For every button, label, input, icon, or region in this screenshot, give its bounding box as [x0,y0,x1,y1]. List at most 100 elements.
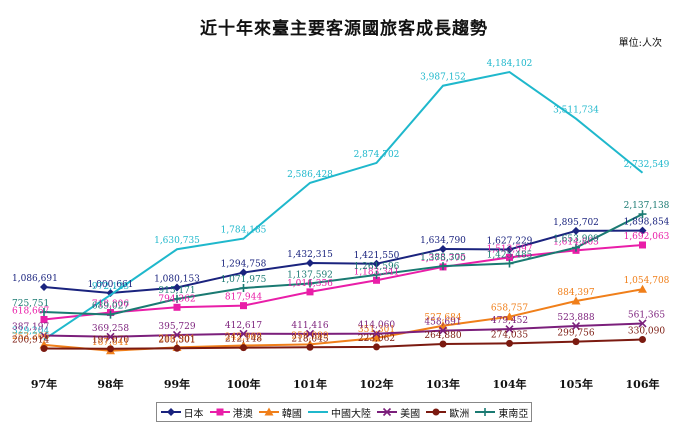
series-0-point-2 [173,283,181,292]
series-3-value-label-8: 3,511,734 [553,106,599,116]
series-0-value-label-1: 1,000,661 [88,280,134,290]
series-2-point-7 [505,312,514,321]
series-1-point-2 [173,303,181,311]
series-2-value-label-3: 242,902 [225,333,262,343]
series-6-point-4 [306,279,314,288]
legend-item-2: 韓國 [258,405,302,420]
series-6-value-label-9: 2,137,138 [624,201,670,211]
legend-item-4: 美國 [376,405,420,420]
series-0-point-4 [306,259,314,268]
x-tick-label-6: 103年 [426,377,460,391]
series-6-point-3 [239,284,248,293]
series-3-value-label-7: 4,184,102 [487,59,533,69]
chart-legend: 日本 港澳 韓國 中國大陸 美國 歐洲 東南亞 [156,402,532,422]
series-4-value-label-7: 479,452 [491,316,528,326]
series-4-value-label-3: 412,617 [225,321,262,331]
x-tick-label-0: 97年 [31,377,57,391]
legend-label-5: 歐洲 [449,408,470,420]
legend-marker-2 [264,407,274,416]
series-4-point-4 [305,329,315,338]
legend-swatch-1 [209,408,230,416]
series-4-point-9 [638,319,647,328]
x-tick-label-7: 104年 [493,377,527,391]
legend-swatch-3 [307,411,328,413]
legend-label-3: 中國大陸 [330,408,371,420]
series-4-point-1 [106,332,115,341]
series-4-point-3 [239,329,248,338]
series-5-point-2 [173,344,181,352]
legend-item-3: 中國大陸 [307,405,371,420]
legend-marker-1 [216,408,224,416]
series-2-point-5 [372,333,381,342]
series-6-value-label-1: 689,027 [92,302,129,312]
series-4-value-label-5: 414,060 [358,321,395,331]
series-1-value-label-1: 718,806 [92,300,129,310]
series-6-value-label-8: 1,653,909 [553,235,599,245]
series-0-line [43,229,643,294]
series-1-value-label-9: 1,692,063 [624,232,670,242]
series-0-point-5 [372,259,381,268]
x-tick-label-2: 99年 [164,377,190,391]
series-2-value-label-0: 252,266 [12,332,49,342]
x-tick-label-9: 106年 [626,377,660,391]
legend-swatch-6 [475,408,496,416]
series-1-point-3 [240,302,247,310]
series-3-value-label-5: 2,874,702 [354,150,400,160]
series-0-point-6 [439,244,447,253]
series-1-point-5 [373,276,380,284]
series-2-value-label-1: 167,641 [92,338,129,348]
series-2-value-label-8: 884,397 [557,288,594,298]
legend-marker-0 [166,408,175,416]
series-5-value-label-6: 264,880 [424,331,461,341]
series-5-value-label-7: 274,035 [491,330,528,340]
series-6-point-0 [40,308,48,317]
series-4-point-8 [571,321,581,331]
legend-marker-4 [383,407,392,417]
series-4-value-label-2: 395,729 [158,322,195,332]
series-3-value-label-1: 972,123 [92,282,129,292]
series-6-point-1 [106,310,115,319]
series-1-value-label-6: 1,375,770 [420,254,466,264]
series-0-point-0 [40,282,48,291]
series-4-point-6 [438,326,448,335]
series-6-value-label-0: 725,751 [12,299,49,309]
series-4-value-label-6: 458,691 [424,318,461,328]
series-2-value-label-6: 527,684 [424,313,461,323]
series-0-point-1 [106,288,115,297]
series-1-value-label-4: 1,016,356 [287,279,333,289]
series-5-point-7 [506,339,513,347]
series-5-value-label-5: 223,062 [358,334,395,344]
series-5-value-label-1: 197,070 [92,336,129,346]
series-0-value-label-0: 1,086,691 [12,274,58,284]
series-3-value-label-6: 3,987,152 [420,73,466,83]
x-tick-label-3: 100年 [227,377,261,391]
chart-title: 近十年來臺主要客源國旅客成長趨勢 [200,19,488,39]
series-6-line [43,213,643,316]
series-3-value-label-3: 1,784,185 [221,226,267,236]
legend-item-0: 日本 [160,405,204,420]
series-3-value-label-4: 2,586,428 [287,170,333,180]
series-5-point-0 [40,344,48,352]
series-5-value-label-9: 330,090 [628,327,665,337]
series-5-point-4 [306,343,314,351]
series-6-point-5 [372,270,381,279]
series-5-point-8 [572,338,580,346]
series-1-point-0 [40,315,48,323]
line-chart: 1,086,691 1,000,661 1,080,153 1,294,758 1,43… [12,59,670,391]
series-2-value-label-2: 216,901 [158,334,195,344]
legend-label-4: 美國 [400,408,421,420]
series-6-value-label-6: 1,388,305 [420,253,466,263]
series-6-value-label-5: 1,261,596 [354,262,400,272]
series-5-point-5 [373,343,380,351]
legend-item-6: 東南亞 [474,405,528,420]
series-5-value-label-0: 200,914 [12,335,49,345]
series-2-value-label-4: 259,089 [291,331,328,341]
legend-item-5: 歐洲 [425,405,469,420]
series-3-line [43,70,644,341]
series-0-value-label-7: 1,627,229 [487,236,533,246]
series-1-value-label-2: 794,362 [158,294,195,304]
series-4-value-label-1: 369,258 [92,324,129,334]
series-1-value-label-7: 1,513,597 [487,244,533,254]
legend-item-1: 港澳 [209,405,253,420]
series-0-value-label-9: 1,898,854 [624,218,670,228]
